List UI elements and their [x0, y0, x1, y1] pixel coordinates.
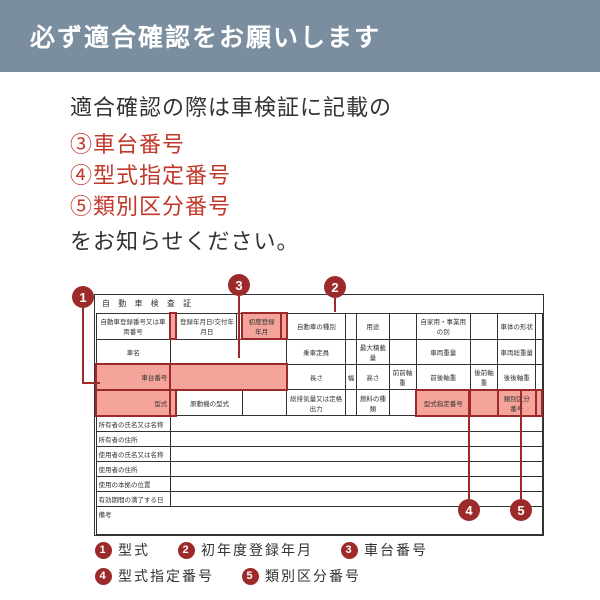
intro-text: 適合確認の際は車検証に記載の: [70, 90, 540, 122]
leader-3v: [238, 296, 240, 358]
leader-1h: [82, 382, 100, 384]
item-4: ④型式指定番号: [70, 161, 540, 192]
legend-4: 4型式指定番号: [95, 566, 214, 586]
row-9: 使用の本拠の位置: [96, 476, 542, 491]
inspection-certificate: 自 動 車 検 査 証 自動車登録番号又は車両番号 登録年月日/交付年月日 初度…: [94, 294, 544, 536]
legend-1: 1型式: [95, 540, 150, 560]
document-diagram: 1 3 2 4 5 自 動 車 検 査 証 自動車登録番号又は車両番号 登録年月…: [70, 274, 550, 534]
row-4: 型式 原動機の型式 総排気量又は定格出力 燃料の種類 型式指定番号 類別区分番号: [96, 390, 542, 416]
cert-table: 自 動 車 検 査 証 自動車登録番号又は車両番号 登録年月日/交付年月日 初度…: [95, 295, 543, 535]
outro-text: をお知らせください。: [70, 224, 540, 256]
item-5: ⑤類別区分番号: [70, 192, 540, 223]
row-8: 使用者の住所: [96, 461, 542, 476]
content: 適合確認の際は車検証に記載の ③車台番号 ④型式指定番号 ⑤類別区分番号 をお知…: [0, 72, 600, 534]
leader-1v: [82, 308, 84, 383]
doc-title: 自 動 車 検 査 証: [96, 295, 542, 313]
legend-5: 5類別区分番号: [242, 566, 361, 586]
callout-3: 3: [228, 274, 250, 296]
legend-2: 2初年度登録年月: [178, 540, 313, 560]
row-1: 自動車登録番号又は車両番号 登録年月日/交付年月日 初度登録年月 自動車の種別 …: [96, 313, 542, 339]
legend-3: 3車台番号: [341, 540, 428, 560]
legend: 1型式 2初年度登録年月 3車台番号 4型式指定番号 5類別区分番号: [0, 534, 600, 586]
row-2: 車名 乗車定員 最大積載量 車両重量 車両総重量: [96, 339, 542, 364]
leader-2v: [334, 298, 336, 312]
banner: 必ず適合確認をお願いします: [0, 0, 600, 72]
item-3: ③車台番号: [70, 130, 540, 161]
leader-5v: [520, 389, 522, 499]
row-7: 使用者の氏名又は名称: [96, 446, 542, 461]
callout-1: 1: [72, 286, 94, 308]
row-6: 所有者の住所: [96, 431, 542, 446]
leader-4v: [468, 389, 470, 499]
row-3: 車台番号 長さ幅 高さ前前軸重 前後軸重後前軸重 後後軸重: [96, 364, 542, 390]
row-5: 所有者の氏名又は名称: [96, 416, 542, 432]
